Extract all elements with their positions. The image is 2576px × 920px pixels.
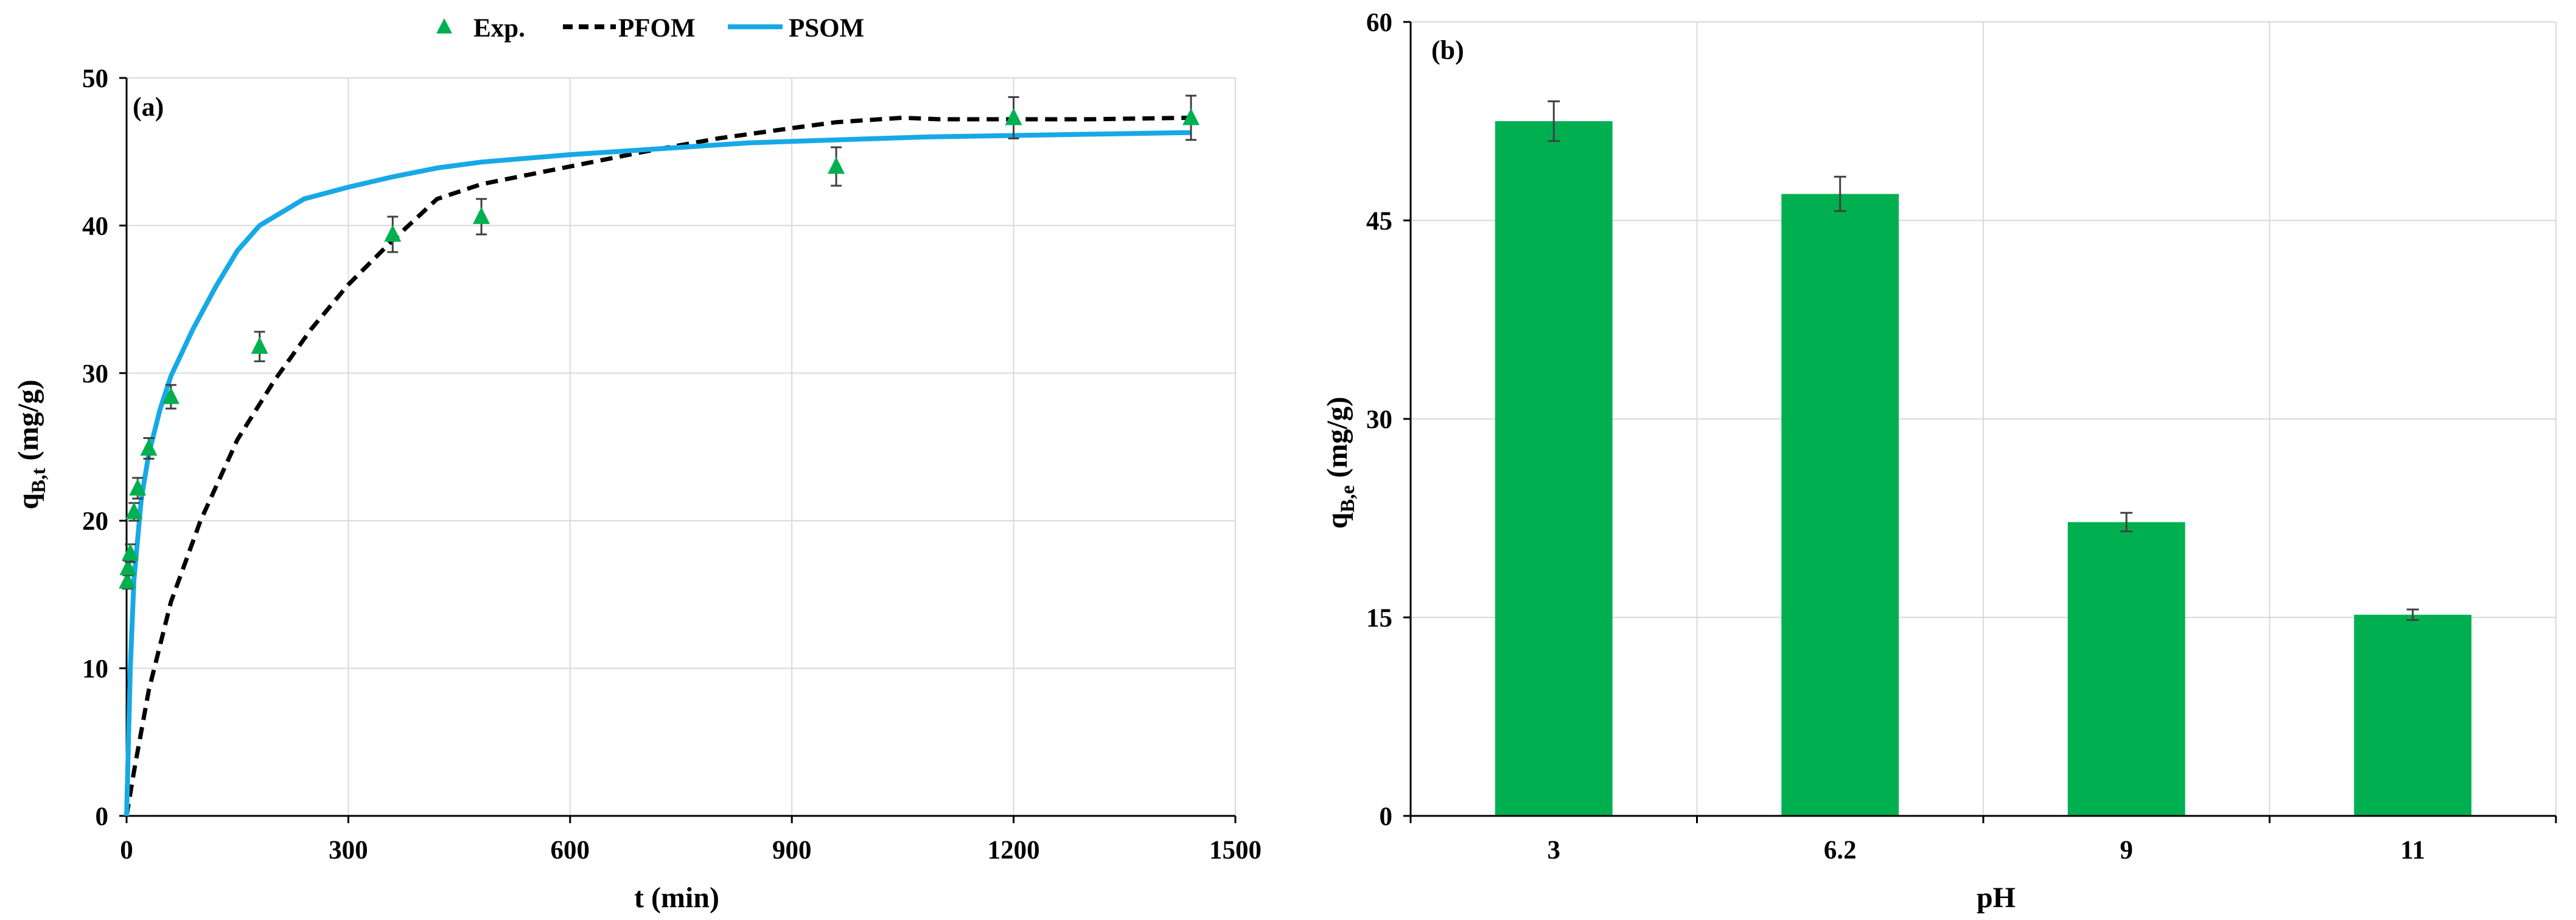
panel-b-y-axis-unit: (mg/g): [1321, 397, 1353, 485]
bar-ph-9: [2067, 522, 2185, 816]
panel-a-x-tick-label: 1500: [1209, 836, 1262, 865]
panel-b-bars: [1495, 121, 2472, 816]
panel-b-x-tick-label: 9: [2120, 836, 2134, 865]
panel-b-x-tick-label: 3: [1548, 836, 1561, 865]
bar-ph-3: [1495, 121, 1613, 816]
panel-a-y-tick-label: 40: [82, 212, 108, 241]
panel-b-error-bars: [1548, 100, 2419, 621]
panel-a-y-tick-label: 30: [82, 360, 108, 388]
legend-psom-label: PSOM: [789, 14, 864, 43]
exp-data-point: [122, 543, 139, 561]
panel-b-label: (b): [1431, 35, 1464, 65]
panel-a-gridlines: [127, 77, 1236, 816]
panel-a-x-tick-label: 1200: [988, 836, 1040, 865]
legend-entry-psom: PSOM: [728, 14, 864, 43]
panel-b-y-tick-label: 0: [1380, 802, 1393, 831]
exp-data-point: [125, 502, 143, 519]
panel-b-ph-bar-chart: 0 15 30 45 60 3 6.2 9 11 (b) pH qB,e (mg/g): [1321, 9, 2557, 914]
exp-data-point: [473, 206, 490, 224]
bar-ph-11: [2354, 614, 2472, 816]
series-line-psom: [124, 130, 1192, 816]
exp-data-point: [162, 387, 180, 404]
exp-data-point: [1182, 108, 1200, 125]
panel-a-y-axis-symbol: q: [12, 493, 44, 510]
exp-data-point: [119, 558, 137, 575]
panel-b-x-tick-label: 6.2: [1824, 836, 1857, 865]
exp-data-point: [129, 478, 147, 496]
panel-a-y-tick-label: 10: [82, 655, 108, 684]
panel-b-y-tick-label: 15: [1366, 604, 1392, 633]
panel-a-x-tick-label: 300: [329, 836, 368, 865]
panel-a-y-axis-unit: (mg/g): [12, 379, 44, 468]
panel-a-x-tick-label: 0: [120, 836, 133, 865]
legend-exp-marker: [436, 18, 452, 33]
panel-a-x-tick-label: 900: [772, 836, 812, 865]
series-line-pfom: [124, 115, 1192, 816]
panel-a-y-tick-label: 20: [82, 507, 108, 536]
panel-a-y-axis-title: qB,t (mg/g): [12, 379, 50, 509]
panel-a-x-tick-label: 600: [551, 836, 590, 865]
panel-a-kinetics-chart: 0 10 20 30 40 50 0 300 600 900 1200 1500 (a) t (min…: [12, 14, 1262, 914]
panel-a-y-axis-subscript: B,t: [28, 468, 50, 493]
exp-data-point: [119, 571, 136, 589]
panel-b-x-axis-title: pH: [1977, 882, 2016, 914]
panel-b-tick-labels: 0 15 30 45 60 3 6.2 9 11: [1366, 9, 2425, 865]
panel-a-y-tick-label: 50: [82, 65, 108, 93]
exp-data-point: [140, 438, 158, 456]
panel-a-x-axis-title: t (min): [634, 882, 719, 914]
panel-a-tick-labels: 0 10 20 30 40 50 0 300 600 900 1200 1500: [82, 65, 1262, 865]
exp-data-point: [384, 224, 402, 242]
exp-data-point: [828, 156, 845, 174]
panel-a-model-curves: [124, 115, 1192, 816]
panel-b-y-axis-subscript: B,e: [1337, 485, 1359, 513]
panel-b-axes: [1403, 21, 2557, 823]
panel-a-experimental-points: [119, 94, 1200, 590]
panel-a-legend: Exp. PFOM PSOM: [436, 14, 864, 43]
panel-a-label: (a): [133, 92, 164, 122]
panel-b-y-axis-title: qB,e (mg/g): [1321, 397, 1359, 529]
panel-b-y-axis-symbol: q: [1321, 512, 1353, 528]
panel-b-x-tick-label: 11: [2400, 836, 2425, 865]
panel-a-axes: [119, 77, 1237, 823]
panel-b-y-tick-label: 45: [1366, 207, 1392, 236]
panel-b-y-tick-label: 60: [1366, 9, 1392, 37]
panel-a-y-tick-label: 0: [96, 802, 109, 831]
legend-entry-exp: Exp.: [436, 14, 525, 43]
legend-pfom-label: PFOM: [618, 14, 696, 43]
bar-ph-6.2: [1781, 194, 1899, 816]
exp-data-point: [1005, 108, 1022, 125]
legend-entry-pfom: PFOM: [563, 14, 696, 43]
legend-exp-label: Exp.: [473, 14, 525, 43]
exp-data-point: [251, 337, 268, 354]
panel-b-y-tick-label: 30: [1366, 406, 1392, 434]
